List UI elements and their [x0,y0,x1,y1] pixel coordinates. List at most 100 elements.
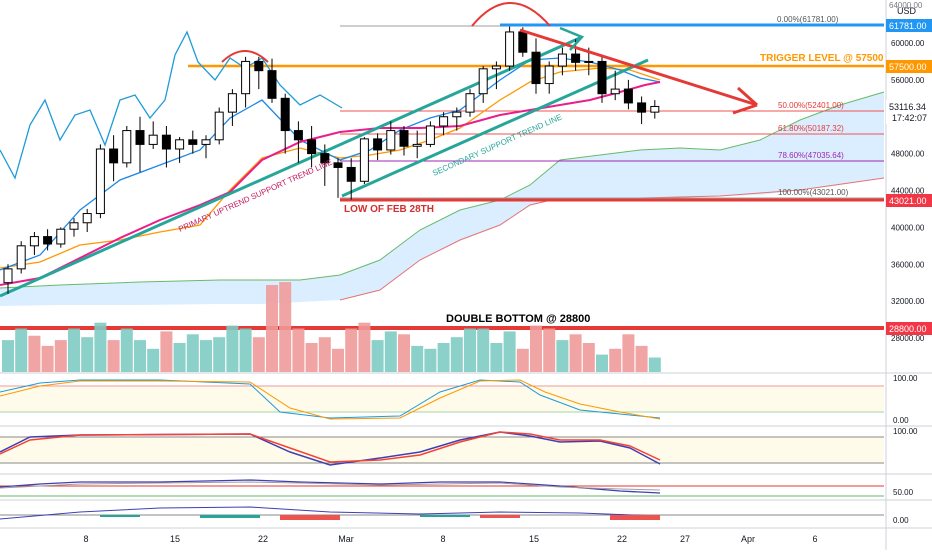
volume-bar [516,348,529,372]
candle [531,38,541,94]
candle [148,121,158,150]
price-tick-label: 48000.00 [891,150,925,159]
osc2-top-label: 100.00 [893,427,918,436]
candle-body [201,139,211,145]
volume-bar [543,328,556,372]
candle-body [439,116,449,127]
axis-top-label: 64000.00 [889,1,923,10]
price-tag-57500: 57500.00 [886,60,932,73]
candle-body [373,138,383,151]
candle-body [518,31,528,53]
candle-body [227,93,237,113]
volume-bars [2,282,661,372]
candle-body [56,228,66,245]
candle-body [478,68,488,95]
price-tag-28800: 28800.00 [886,322,932,335]
fib-0-label: 0.00%(61781.00) [777,15,839,24]
candle-body [82,213,92,224]
candle-body [333,162,343,168]
svg-text:61781.00: 61781.00 [889,21,927,31]
candle-body [544,65,554,85]
candle-body [148,134,158,145]
candle [610,70,620,101]
volume-bar [213,337,226,372]
candle-body [188,139,198,145]
volume-bar [635,345,648,372]
volume-bar [582,343,595,372]
candle-body [491,65,501,70]
candle-body [214,111,224,141]
price-tick-label: 28000.00 [891,334,925,343]
candle-body [465,93,475,113]
osc3-label: 50.00 [893,488,914,497]
candle [161,125,171,168]
currency-label: USD [897,6,917,16]
oscillator-panel-4 [0,506,884,520]
candle-body [254,60,264,72]
volume-bar [398,334,410,372]
volume-bar [648,357,661,372]
candle [16,241,26,274]
oscillator-panel-2 [0,431,884,466]
price-tick-label: 36000.00 [891,260,925,269]
time-axis[interactable]: 8 15 22 Mar 8 15 22 27 Apr 6 [83,534,817,544]
price-tick-label: 44000.00 [891,187,925,196]
volume-bar [358,322,371,372]
candle [82,208,92,232]
time-tick-label: 15 [170,534,180,544]
top-arc-small [221,50,269,63]
candle [307,125,317,168]
fib-50-label: 50.00%(52401.00) [778,101,844,110]
candle [109,135,119,182]
volume-bar [252,337,265,372]
candle-body [280,97,290,132]
top-arc-large [471,2,551,27]
candle-body [557,53,567,67]
volume-bar [332,348,344,372]
green-arrow-head [559,26,585,51]
volume-bar [200,340,212,372]
candle-body [135,130,145,145]
volume-bar [464,328,476,372]
candle [412,130,422,159]
volume-bar [266,285,278,372]
price-tag-last: 53116.34 17:42:07 [886,100,932,124]
candle [69,218,79,237]
candle [399,125,409,156]
volume-bar [28,335,41,372]
volume-bar [120,328,133,372]
volume-bar [54,340,67,372]
cloud-lead-a [0,91,885,289]
volume-bar [107,340,120,372]
candle-body [359,138,369,182]
candle [650,100,660,119]
volume-bar [345,328,358,372]
volume-bar [41,345,54,372]
candle-body [175,139,185,150]
down-arrow-head [732,86,759,115]
candle-body [425,125,435,145]
secondary-trend-line [341,58,649,198]
candle-body [399,130,409,147]
volume-bar [292,328,305,372]
ichimoku-cloud [0,92,884,306]
candle-body [122,130,132,164]
volume-bar [68,328,80,372]
candle-body [161,134,171,150]
time-tick-label: 22 [258,534,268,544]
price-axis[interactable]: 28000.00 32000.00 36000.00 40000.00 44000.00… [891,39,925,343]
price-tick-label: 32000.00 [891,297,925,306]
volume-bar [556,340,569,372]
candle [452,107,462,131]
candlesticks [3,26,660,294]
oscillator-panel-1 [0,379,884,420]
candle [425,121,435,148]
volume-bar [318,337,331,372]
candle-body [386,130,396,151]
volume-bar [2,340,14,372]
volume-bar [134,340,146,372]
candle [214,107,224,145]
candle [188,130,198,154]
